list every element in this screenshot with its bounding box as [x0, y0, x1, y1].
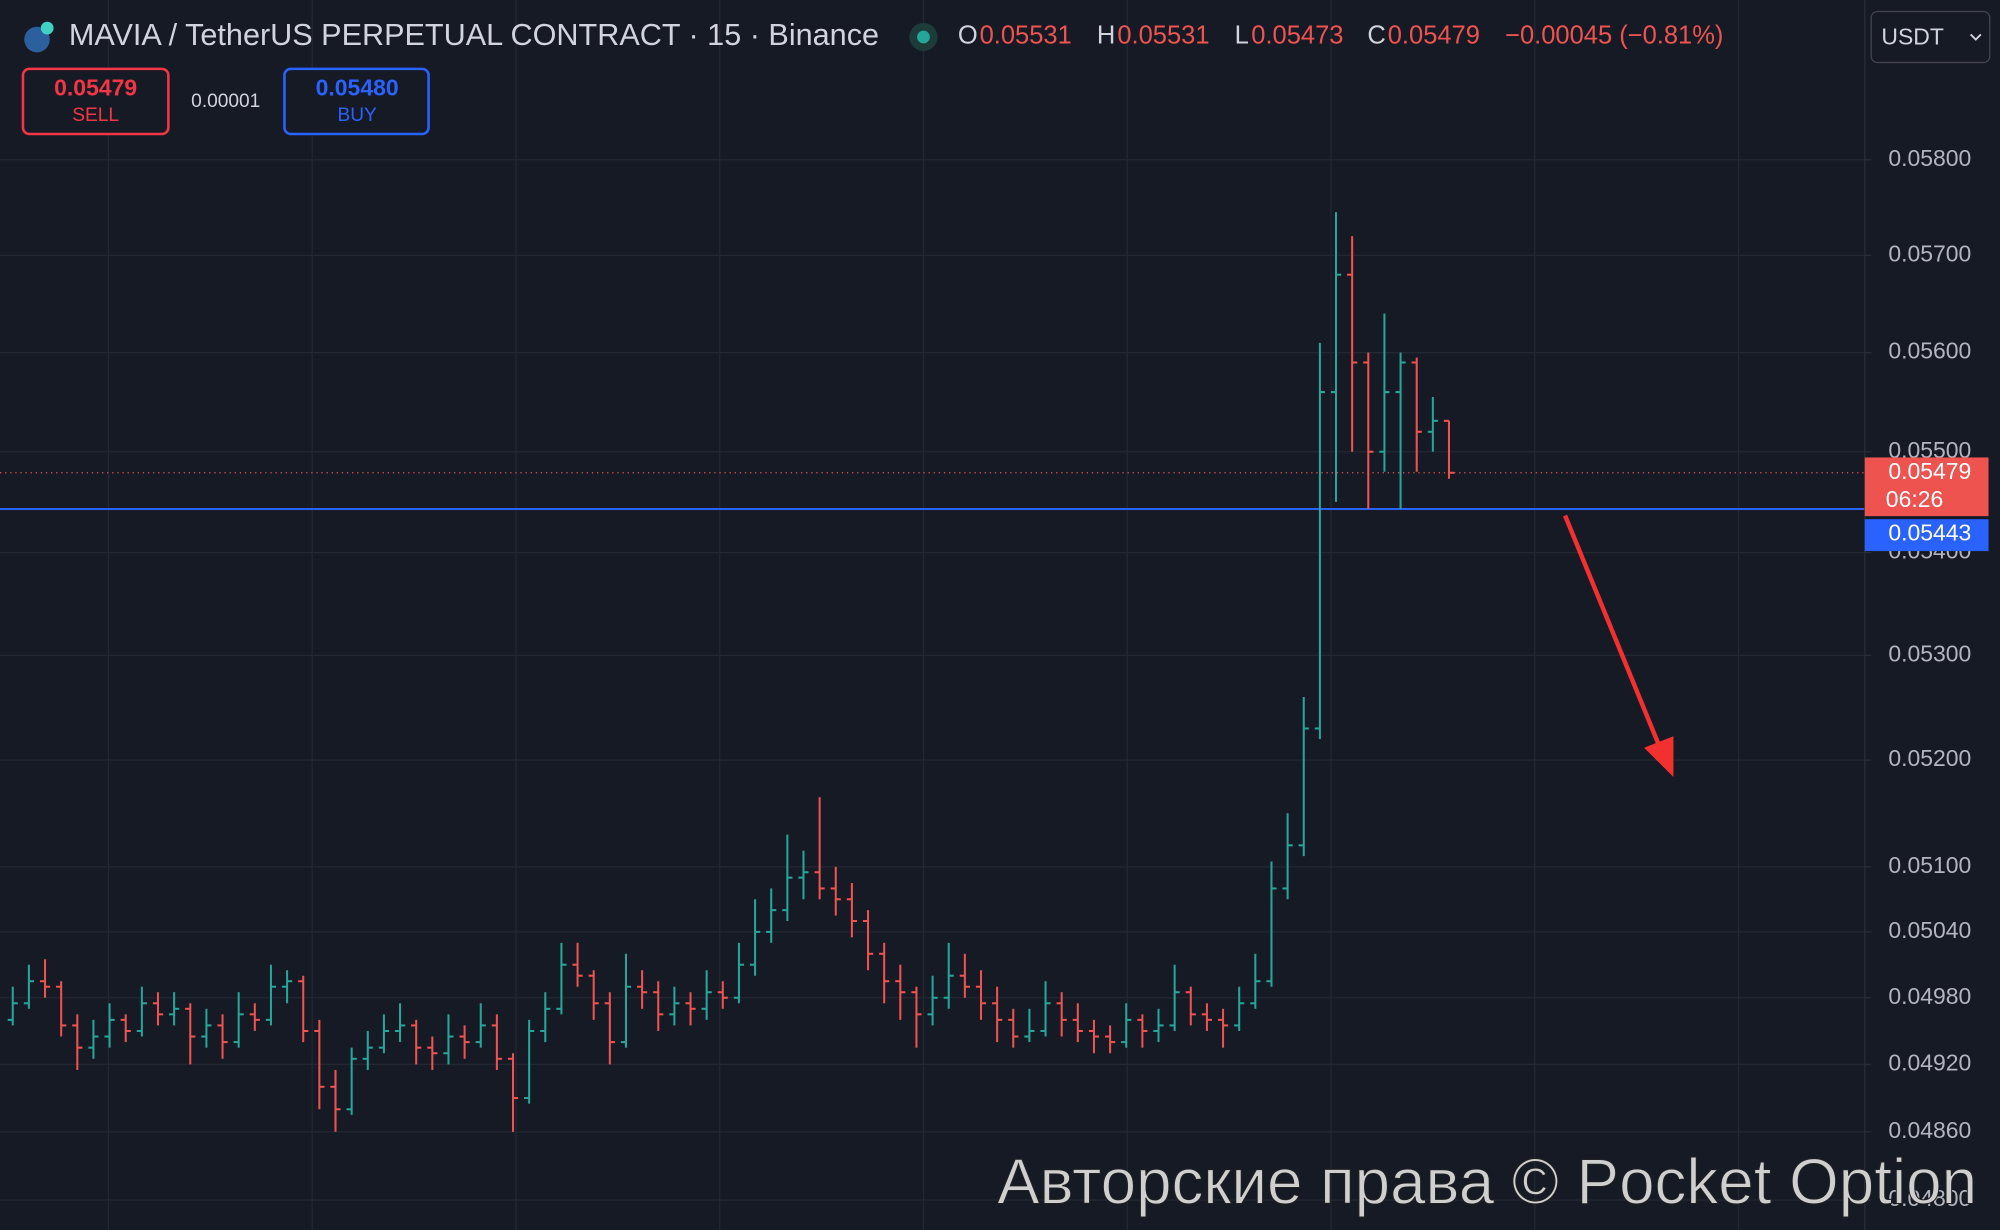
y-tick-label: 0.05200 — [1888, 745, 1971, 771]
watermark: Авторские права © Pocket Option — [997, 1145, 1977, 1217]
y-tick-label: 0.05300 — [1888, 640, 1971, 666]
y-tick-label: 0.05040 — [1888, 917, 1971, 943]
ohlc-value: 0.05479 — [1388, 22, 1480, 50]
sell-button[interactable] — [21, 67, 170, 136]
buy-label[interactable]: BUY — [337, 105, 377, 126]
chevron — [1969, 33, 1982, 41]
plot-area — [0, 0, 1865, 1230]
chart-title: MAVIA / TetherUS PERPETUAL CONTRACT · 15… — [69, 18, 879, 52]
y-tick-label: 0.04860 — [1888, 1117, 1971, 1143]
ohlc-value: 0.05531 — [980, 22, 1072, 50]
ohlc-label: H — [1097, 22, 1115, 50]
status-dot — [917, 30, 930, 44]
buy-price[interactable]: 0.05480 — [316, 74, 399, 100]
ohlc-value: 0.05531 — [1117, 22, 1209, 50]
currency-selector[interactable] — [1870, 10, 1991, 64]
last-price-box — [1864, 457, 1989, 517]
ohlc-value: 0.05473 — [1251, 22, 1343, 50]
spread: 0.00001 — [191, 91, 260, 112]
level-label: 0.05443 — [1888, 520, 1971, 546]
y-tick-label: 0.05600 — [1888, 338, 1971, 364]
y-tick-label: 0.05100 — [1888, 852, 1971, 878]
sell-price[interactable]: 0.05479 — [54, 74, 137, 100]
price-axis — [1864, 0, 2000, 1230]
symbol-logo-badge — [40, 21, 54, 35]
currency[interactable]: USDT — [1881, 23, 1943, 49]
countdown: 06:26 — [1886, 486, 1943, 512]
arrow-shaft — [1562, 514, 1662, 748]
level-box — [1864, 519, 1989, 552]
y-tick-label: 0.05800 — [1888, 145, 1971, 171]
y-tick-label: 0.05700 — [1888, 240, 1971, 266]
arrow-head — [1644, 736, 1674, 778]
ohlc-label: C — [1367, 22, 1385, 50]
y-tick-label: 0.04800 — [1888, 1185, 1971, 1211]
buy-button[interactable] — [283, 67, 430, 136]
sell-label[interactable]: SELL — [72, 105, 119, 126]
y-tick-label: 0.04920 — [1888, 1049, 1971, 1075]
last-price-label: 0.05479 — [1888, 458, 1971, 484]
change: −0.00045 (−0.81%) — [1505, 22, 1723, 50]
ohlc-label: O — [958, 22, 978, 50]
ohlc-label: L — [1235, 22, 1249, 50]
y-tick-label: 0.04980 — [1888, 983, 1971, 1009]
